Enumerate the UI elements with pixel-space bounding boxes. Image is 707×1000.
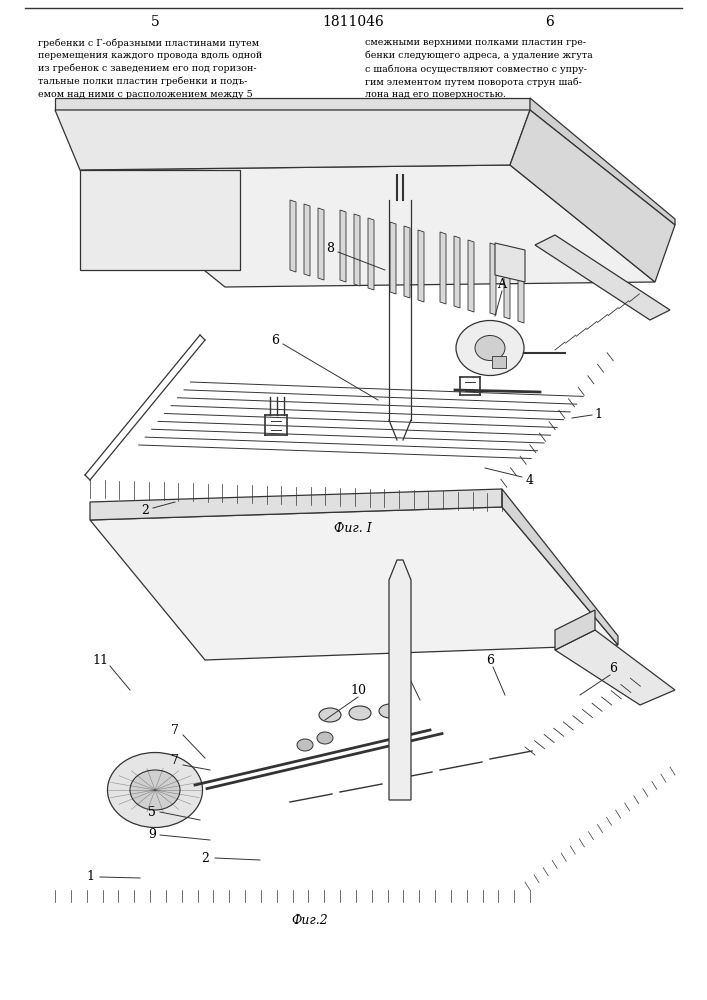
Polygon shape [504, 247, 510, 319]
Polygon shape [80, 170, 240, 270]
Polygon shape [490, 243, 496, 315]
Polygon shape [535, 235, 670, 320]
Polygon shape [55, 98, 530, 110]
Ellipse shape [319, 708, 341, 722]
Polygon shape [530, 98, 675, 225]
Ellipse shape [389, 196, 411, 204]
Text: 6: 6 [609, 662, 617, 674]
Polygon shape [440, 232, 446, 304]
Polygon shape [404, 226, 410, 298]
Polygon shape [518, 251, 524, 323]
Ellipse shape [317, 732, 333, 744]
Ellipse shape [379, 704, 401, 718]
Polygon shape [468, 240, 474, 312]
Text: 6: 6 [486, 654, 494, 666]
Polygon shape [354, 214, 360, 286]
Ellipse shape [349, 706, 371, 720]
Polygon shape [502, 489, 618, 645]
Ellipse shape [297, 739, 313, 751]
Polygon shape [80, 165, 655, 287]
Text: 1811046: 1811046 [322, 15, 384, 29]
Text: 6: 6 [546, 15, 554, 29]
Polygon shape [390, 222, 396, 294]
Text: смежными верхними полками пластин гре-
бенки следующего адреса, а удаление жгута: смежными верхними полками пластин гре- б… [365, 38, 592, 99]
Text: Фиг.2: Фиг.2 [291, 914, 328, 926]
Polygon shape [495, 243, 525, 282]
Text: 9: 9 [148, 828, 156, 842]
Text: 10: 10 [350, 684, 366, 696]
Polygon shape [368, 218, 374, 290]
Text: 2: 2 [141, 504, 149, 516]
Text: 4: 4 [526, 474, 534, 487]
Polygon shape [510, 110, 675, 282]
Polygon shape [290, 200, 296, 272]
Polygon shape [454, 236, 460, 308]
Polygon shape [90, 507, 618, 660]
Text: 1: 1 [86, 870, 94, 884]
Text: 2: 2 [201, 852, 209, 864]
Bar [492, 356, 506, 368]
Ellipse shape [130, 770, 180, 810]
Polygon shape [340, 210, 346, 282]
Text: 6: 6 [271, 334, 279, 347]
Polygon shape [418, 230, 424, 302]
Text: 6: 6 [401, 662, 409, 674]
Text: 1: 1 [594, 408, 602, 422]
Polygon shape [304, 204, 310, 276]
Text: A: A [498, 278, 506, 292]
Text: 7: 7 [171, 724, 179, 736]
Ellipse shape [475, 336, 505, 360]
Polygon shape [389, 560, 411, 800]
Text: 5: 5 [148, 806, 156, 818]
Polygon shape [90, 489, 502, 520]
Text: 5: 5 [151, 15, 159, 29]
Text: Фиг. I: Фиг. I [334, 522, 372, 534]
Polygon shape [555, 610, 595, 650]
Text: 11: 11 [92, 654, 108, 666]
Ellipse shape [107, 752, 202, 828]
Polygon shape [555, 630, 675, 705]
Ellipse shape [456, 320, 524, 375]
Text: гребенки с Г-образными пластинами путем
перемещения каждого провода вдоль одной
: гребенки с Г-образными пластинами путем … [38, 38, 262, 99]
Text: 8: 8 [326, 241, 334, 254]
Polygon shape [318, 208, 324, 280]
Text: 7: 7 [171, 754, 179, 766]
Polygon shape [55, 110, 530, 170]
